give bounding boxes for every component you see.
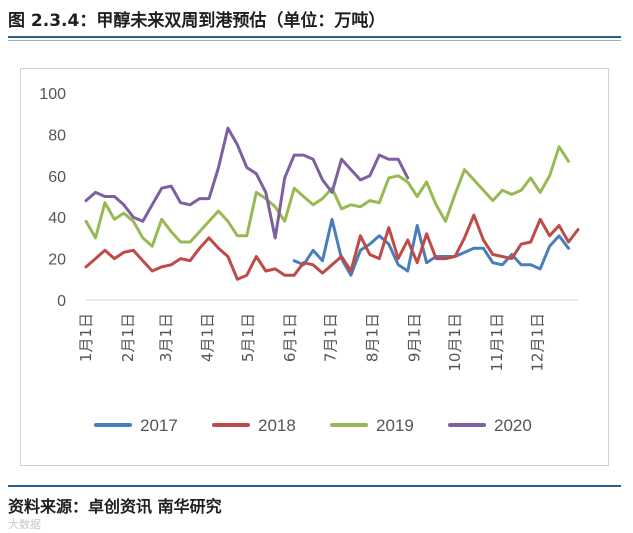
y-tick-label: 40 — [48, 210, 66, 227]
x-tick-label: 8月1日 — [364, 313, 382, 362]
x-tick-label: 10月1日 — [446, 313, 464, 372]
x-tick-label: 2月1日 — [119, 313, 137, 362]
x-tick-label: 9月1日 — [405, 313, 423, 362]
legend-label-2017: 2017 — [140, 416, 178, 435]
y-tick-label: 100 — [39, 86, 66, 103]
x-tick-label: 3月1日 — [157, 313, 175, 362]
x-tick-label: 11月1日 — [488, 313, 506, 372]
x-tick-label: 7月1日 — [322, 313, 340, 362]
y-tick-label: 80 — [48, 127, 66, 144]
series-line-2019 — [84, 145, 570, 248]
series-line-2020 — [84, 126, 410, 240]
source-note: 资料来源：卓创资讯 南华研究 — [8, 497, 222, 516]
y-tick-label: 60 — [48, 169, 66, 186]
y-tick-label: 20 — [48, 252, 66, 269]
title-rule — [8, 36, 621, 38]
x-tick-label: 4月1日 — [199, 313, 217, 362]
x-tick-label: 1月1日 — [77, 313, 95, 362]
x-tick-label: 6月1日 — [281, 313, 299, 362]
legend-label-2020: 2020 — [494, 416, 532, 435]
legend-label-2018: 2018 — [258, 416, 296, 435]
title-rule-thin — [8, 40, 621, 41]
line-chart: 0 20 40 60 80 100 1月1日 2月1日 3月1日 4月1日 5月1日 6月1日 7月1日… — [39, 86, 580, 435]
source-rule — [8, 485, 621, 487]
x-tick-label: 12月1日 — [528, 313, 546, 372]
chart-frame: 0 20 40 60 80 100 1月1日 2月1日 3月1日 4月1日 5月1日 6月1日 7月1日… — [20, 68, 609, 466]
series-line-2017 — [292, 217, 570, 277]
legend-label-2019: 2019 — [376, 416, 414, 435]
watermark-text: 大数据 — [8, 518, 41, 531]
y-tick-label: 0 — [57, 293, 66, 310]
series-line-2018 — [84, 213, 580, 281]
x-tick-label: 5月1日 — [239, 313, 257, 362]
figure-title: 图 2.3.4：甲醇未来双周到港预估（单位：万吨） — [8, 11, 386, 31]
